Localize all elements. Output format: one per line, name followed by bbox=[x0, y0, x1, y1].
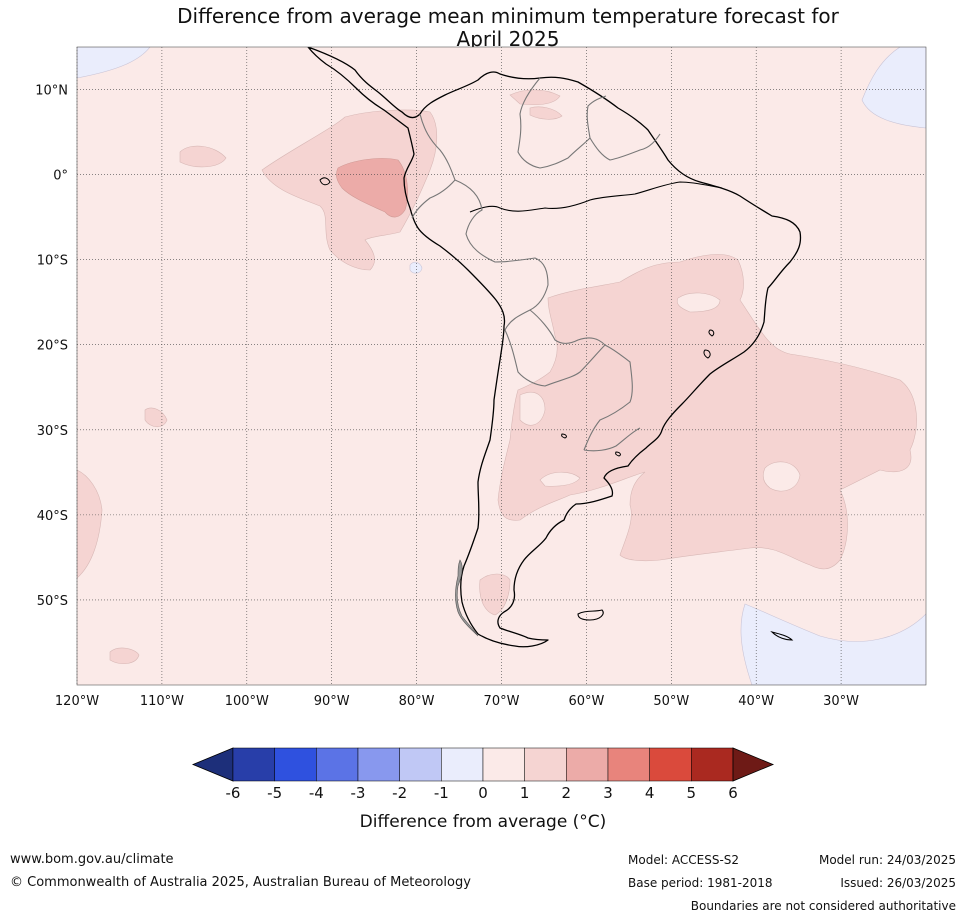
south-america-coastline bbox=[307, 47, 802, 648]
falkland-islands bbox=[577, 609, 604, 621]
colorbar-swatch bbox=[482, 747, 525, 782]
longitude-label: 90°W bbox=[314, 694, 350, 709]
colorbar-swatch bbox=[691, 747, 734, 782]
colorbar-tick-label: -6 bbox=[226, 784, 241, 802]
latitude-label: 10°S bbox=[37, 254, 68, 269]
colorbar-tick-label: 0 bbox=[478, 784, 488, 802]
cool-anomaly-northwest bbox=[77, 47, 151, 79]
latitude-label: 40°S bbox=[37, 509, 68, 524]
colorbar-swatch bbox=[399, 747, 442, 782]
colorbar-high-arrow bbox=[732, 747, 775, 782]
lakes bbox=[561, 329, 715, 457]
warm-anomaly-small-2 bbox=[109, 647, 140, 664]
warm-anomaly-west-edge bbox=[77, 469, 103, 579]
latitude-labels: 10°N 0° 10°S 20°S 30°S 40°S 50°S bbox=[35, 84, 68, 609]
neutral-hole-2 bbox=[676, 292, 721, 313]
longitude-label: 30°W bbox=[823, 694, 859, 709]
longitude-label: 110°W bbox=[140, 694, 184, 709]
colorbar-swatch bbox=[649, 747, 692, 782]
warm-anomaly-patagonia bbox=[479, 573, 511, 616]
longitude-label: 60°W bbox=[568, 694, 604, 709]
latitude-label: 20°S bbox=[37, 339, 68, 354]
warm-anomaly-brazil-atlantic bbox=[497, 254, 917, 570]
galapagos bbox=[319, 177, 331, 186]
warm-anomaly-strong-ecuador bbox=[336, 158, 408, 218]
warm-anomaly-small-3 bbox=[509, 89, 561, 106]
cool-anomaly-small bbox=[409, 261, 423, 274]
chile-archipelago bbox=[455, 559, 479, 637]
model-run-text: Model run: 24/03/2025 bbox=[818, 853, 956, 867]
colorbar-low-arrow bbox=[191, 747, 234, 782]
longitude-label: 50°W bbox=[653, 694, 689, 709]
title-line-1: Difference from average mean minimum tem… bbox=[177, 4, 839, 28]
south-georgia bbox=[770, 630, 794, 641]
longitude-label: 100°W bbox=[225, 694, 269, 709]
colorbar-swatch bbox=[232, 747, 275, 782]
colorbar-tick-label: 1 bbox=[520, 784, 530, 802]
amazon-river bbox=[469, 181, 723, 213]
longitude-labels: 120°W 110°W 100°W 90°W 80°W 70°W 60°W 50°W 40°W 3… bbox=[55, 694, 859, 709]
colorbar-tick-label: -3 bbox=[351, 784, 366, 802]
colorbar-tick-label: -2 bbox=[392, 784, 407, 802]
map-panel: 10°N 0° 10°S 20°S 30°S 40°S 50°S 120°W 110°W 100… bbox=[35, 46, 927, 709]
colorbar-swatch bbox=[441, 747, 484, 782]
colorbar-swatch bbox=[524, 747, 567, 782]
longitude-label: 120°W bbox=[55, 694, 99, 709]
warm-anomaly-small-west bbox=[179, 145, 227, 168]
longitude-label: 40°W bbox=[738, 694, 774, 709]
colorbar-label: Difference from average (°C) bbox=[360, 812, 607, 832]
colorbar: -6 -5 -4 -3 -2 -1 0 1 2 3 4 5 6 bbox=[191, 747, 775, 802]
title-line-2: April 2025 bbox=[456, 27, 560, 51]
colorbar-swatch bbox=[566, 747, 609, 782]
latitude-label: 0° bbox=[53, 169, 68, 184]
colorbar-tick-label: 6 bbox=[728, 784, 738, 802]
country-borders bbox=[411, 77, 661, 452]
cool-anomaly-northeast bbox=[861, 47, 926, 129]
colorbar-tick-label: 4 bbox=[645, 784, 655, 802]
latitude-label: 30°S bbox=[37, 424, 68, 439]
cool-anomaly-southeast bbox=[740, 603, 926, 685]
neutral-hole-1 bbox=[519, 391, 546, 426]
latitude-label: 50°S bbox=[37, 594, 68, 609]
colorbar-tick-label: -4 bbox=[309, 784, 324, 802]
website-text: www.bom.gov.au/climate bbox=[10, 852, 174, 867]
disclaimer-text: Boundaries are not considered authoritat… bbox=[690, 899, 956, 913]
neutral-hole-3 bbox=[762, 461, 801, 492]
colorbar-swatch bbox=[357, 747, 400, 782]
issued-text: Issued: 26/03/2025 bbox=[840, 876, 956, 890]
colorbar-tick-label: -5 bbox=[267, 784, 282, 802]
colorbar-tick-label: 3 bbox=[603, 784, 613, 802]
longitude-label: 80°W bbox=[399, 694, 435, 709]
chart-title: Difference from average mean minimum tem… bbox=[0, 5, 965, 51]
colorbar-swatch bbox=[274, 747, 317, 782]
colorbar-tick-label: 2 bbox=[562, 784, 572, 802]
colorbar-swatch bbox=[316, 747, 359, 782]
warm-anomaly-small-1 bbox=[144, 407, 168, 428]
longitude-label: 70°W bbox=[484, 694, 520, 709]
colorbar-tick-label: 5 bbox=[687, 784, 697, 802]
base-period-text: Base period: 1981-2018 bbox=[628, 876, 773, 890]
colorbar-tick-label: -1 bbox=[434, 784, 449, 802]
anomaly-shading bbox=[77, 47, 926, 685]
latitude-label: 10°N bbox=[35, 84, 68, 99]
neutral-hole-4 bbox=[539, 471, 581, 487]
model-text: Model: ACCESS-S2 bbox=[628, 853, 740, 867]
land-outlines bbox=[307, 47, 802, 648]
colorbar-swatch bbox=[607, 747, 650, 782]
map-frame bbox=[76, 46, 927, 686]
warm-anomaly-small-4 bbox=[529, 106, 563, 120]
copyright-text: © Commonwealth of Australia 2025, Austra… bbox=[10, 875, 471, 890]
